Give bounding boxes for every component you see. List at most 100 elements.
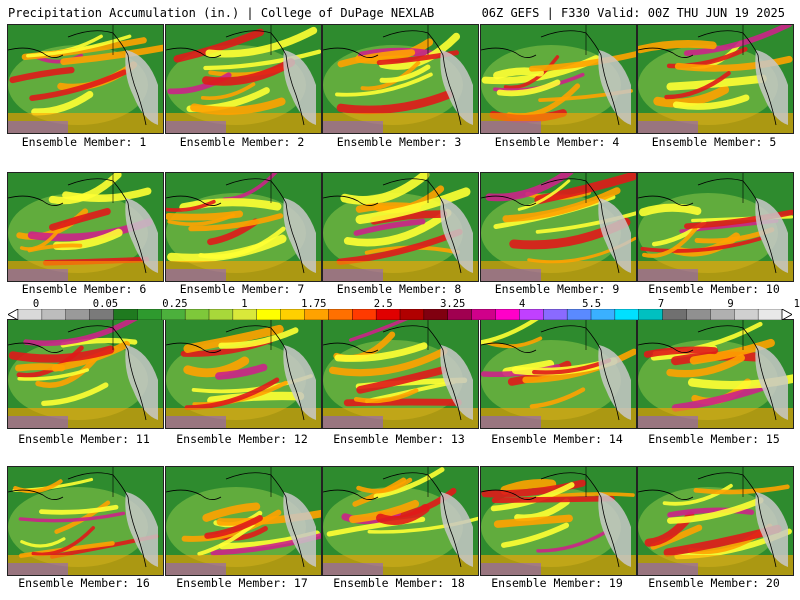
ensemble-member-panel (322, 24, 479, 134)
colorbar-swatch (375, 309, 401, 320)
colorbar-swatch (471, 309, 497, 320)
colorbar-swatch (208, 309, 234, 320)
colorbar-tick-label: 5.5 (582, 298, 602, 310)
ensemble-member-label: Ensemble Member: 6 (21, 282, 147, 296)
colorbar-tick-label: 9 (727, 298, 734, 310)
ensemble-member-panel (165, 172, 322, 282)
colorbar-swatch (232, 309, 258, 320)
ensemble-member-label: Ensemble Member: 5 (651, 135, 777, 149)
colorbar-swatch (161, 309, 186, 320)
run-valid-time: 06Z GEFS | F330 Valid: 00Z THU JUN 19 20… (481, 6, 785, 20)
colorbar-swatch (710, 309, 735, 320)
colorbar-swatch (495, 309, 521, 320)
ensemble-member-panel (165, 319, 322, 429)
ensemble-member-label: Ensemble Member: 10 (648, 282, 780, 296)
precipitation-map (481, 467, 636, 575)
precipitation-map (638, 25, 793, 133)
colorbar-swatch (590, 309, 616, 320)
colorbar: 0 0.05 0.25 1 1.75 2.5 3.25 4 5.5 7 9 12 (8, 298, 800, 320)
colorbar-tick-label: 3.25 (440, 298, 466, 310)
colorbar-tick-label: 2.5 (373, 298, 393, 310)
precipitation-map (638, 173, 793, 281)
precipitation-map (8, 173, 163, 281)
colorbar-tick-label: 0.05 (92, 298, 119, 310)
ensemble-member-panel (322, 319, 479, 429)
colorbar-swatch (65, 309, 91, 320)
ensemble-member-panel (480, 172, 637, 282)
precipitation-map (638, 320, 793, 428)
precipitation-map (8, 467, 163, 575)
precipitation-map (8, 25, 163, 133)
ensemble-member-label: Ensemble Member: 12 (176, 432, 308, 446)
precipitation-map (8, 320, 163, 428)
precipitation-map (166, 25, 321, 133)
colorbar-tick-label: 4 (519, 298, 526, 310)
colorbar-swatch (399, 309, 425, 320)
ensemble-member-panel (7, 24, 164, 134)
colorbar-scale (8, 309, 792, 320)
colorbar-min-arrow (8, 309, 19, 320)
ensemble-member-panel (165, 24, 322, 134)
colorbar-swatch (328, 309, 353, 320)
ensemble-member-label: Ensemble Member: 14 (491, 432, 623, 446)
colorbar-tick-label: 1.75 (301, 298, 327, 310)
precipitation-map (166, 173, 321, 281)
colorbar-labels: 0 0.05 0.25 1 1.75 2.5 3.25 4 5.5 7 9 12 (8, 298, 800, 310)
ensemble-member-panel (480, 319, 637, 429)
ensemble-member-panel (7, 466, 164, 576)
precipitation-map (323, 173, 478, 281)
precipitation-map (323, 467, 478, 575)
ensemble-member-label: Ensemble Member: 20 (648, 576, 780, 590)
ensemble-member-label: Ensemble Member: 17 (176, 576, 308, 590)
precipitation-map (638, 467, 793, 575)
colorbar-tick-label: 0.25 (162, 298, 188, 310)
ensemble-member-label: Ensemble Member: 19 (491, 576, 623, 590)
ensemble-member-label: Ensemble Member: 7 (179, 282, 305, 296)
precipitation-map (323, 25, 478, 133)
ensemble-member-label: Ensemble Member: 3 (336, 135, 462, 149)
precipitation-map (323, 320, 478, 428)
ensemble-member-panel (637, 172, 794, 282)
colorbar-swatch (686, 309, 712, 320)
colorbar-tick-label: 12 (793, 298, 800, 310)
colorbar-swatch (41, 309, 67, 320)
precipitation-map (166, 467, 321, 575)
colorbar-tick-label: 0 (32, 298, 40, 310)
colorbar-swatch (280, 309, 306, 320)
ensemble-member-label: Ensemble Member: 2 (179, 135, 305, 149)
ensemble-member-panel (165, 466, 322, 576)
ensemble-member-panel (7, 172, 164, 282)
ensemble-member-panel (637, 24, 794, 134)
ensemble-member-label: Ensemble Member: 15 (648, 432, 780, 446)
precipitation-map (481, 25, 636, 133)
colorbar-tick-label: 1 (241, 298, 248, 310)
ensemble-member-label: Ensemble Member: 11 (18, 432, 150, 446)
colorbar-swatch (137, 309, 162, 320)
ensemble-member-label: Ensemble Member: 8 (336, 282, 462, 296)
colorbar-swatch (734, 309, 759, 320)
colorbar-swatch (89, 309, 115, 320)
ensemble-member-label: Ensemble Member: 18 (333, 576, 465, 590)
colorbar-swatch (447, 309, 473, 320)
ensemble-member-label: Ensemble Member: 9 (494, 282, 620, 296)
precipitation-map (481, 320, 636, 428)
colorbar-swatch (304, 309, 330, 320)
colorbar-swatch (17, 309, 43, 320)
colorbar-swatch (519, 309, 544, 320)
colorbar-swatch (757, 309, 783, 320)
ensemble-member-panel (322, 466, 479, 576)
ensemble-member-panel (637, 466, 794, 576)
precipitation-map (166, 320, 321, 428)
colorbar-swatch (423, 309, 449, 320)
ensemble-member-panel (322, 172, 479, 282)
colorbar-tick-label: 7 (657, 298, 665, 310)
ensemble-member-label: Ensemble Member: 16 (18, 576, 150, 590)
colorbar-swatch (113, 309, 139, 320)
precipitation-map (481, 173, 636, 281)
colorbar-swatch (662, 309, 688, 320)
ensemble-member-panel (637, 319, 794, 429)
colorbar-swatch (256, 309, 282, 320)
ensemble-member-panel (7, 319, 164, 429)
colorbar-swatch (543, 309, 568, 320)
